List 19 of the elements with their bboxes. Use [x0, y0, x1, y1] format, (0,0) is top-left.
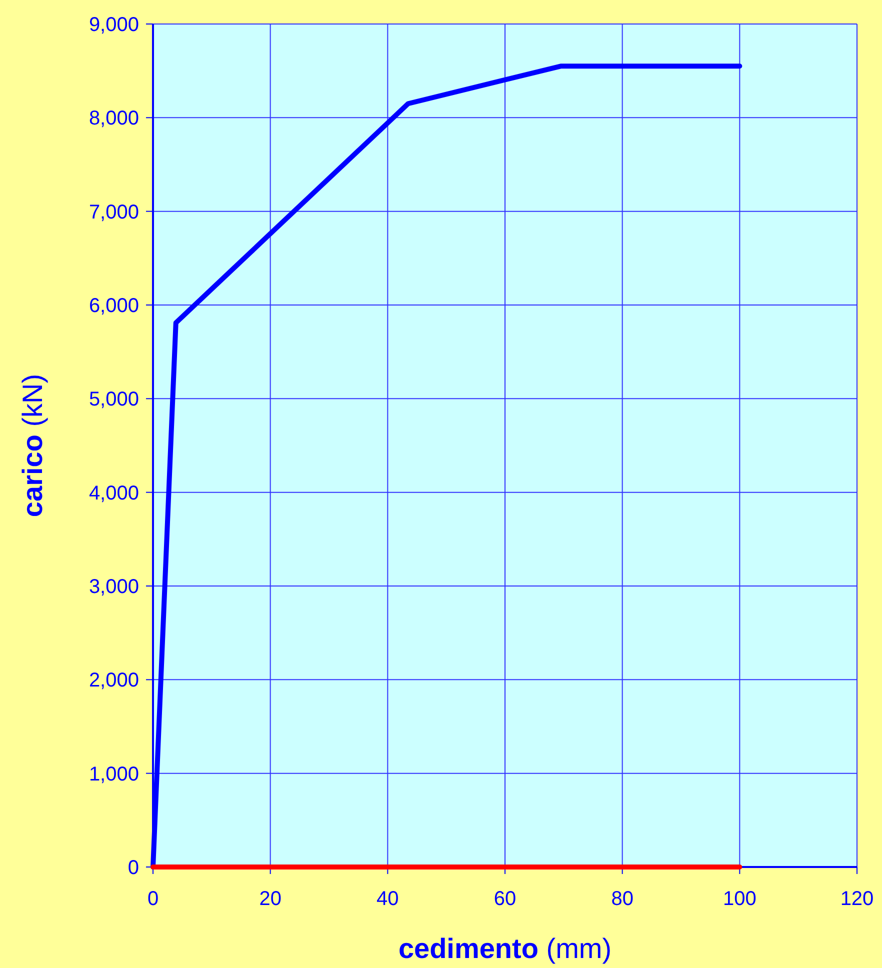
x-tick-label: 40	[376, 888, 399, 910]
y-tick-label: 7,000	[88, 201, 139, 224]
y-tick-label: 1,000	[88, 763, 139, 786]
x-tick-label: 20	[259, 888, 282, 910]
x-tick-label: 60	[494, 888, 516, 910]
y-tick-label: 9,000	[88, 14, 139, 36]
y-tick-label: 3,000	[88, 576, 139, 598]
x-tick-label: 80	[611, 888, 634, 910]
x-tick-label: 120	[840, 888, 874, 910]
y-axis-title: carico (kN)	[17, 374, 48, 518]
x-tick-label: 100	[722, 888, 756, 910]
x-axis-title: cedimento (mm)	[398, 933, 612, 964]
y-tick-label: 2,000	[88, 670, 139, 692]
x-tick-label: 0	[147, 888, 159, 910]
y-tick-label: 6,000	[88, 295, 139, 317]
y-tick-label: 0	[128, 857, 139, 879]
y-tick-label: 5,000	[88, 388, 139, 411]
y-tick-label: 8,000	[88, 108, 139, 130]
y-tick-label: 4,000	[88, 482, 139, 504]
